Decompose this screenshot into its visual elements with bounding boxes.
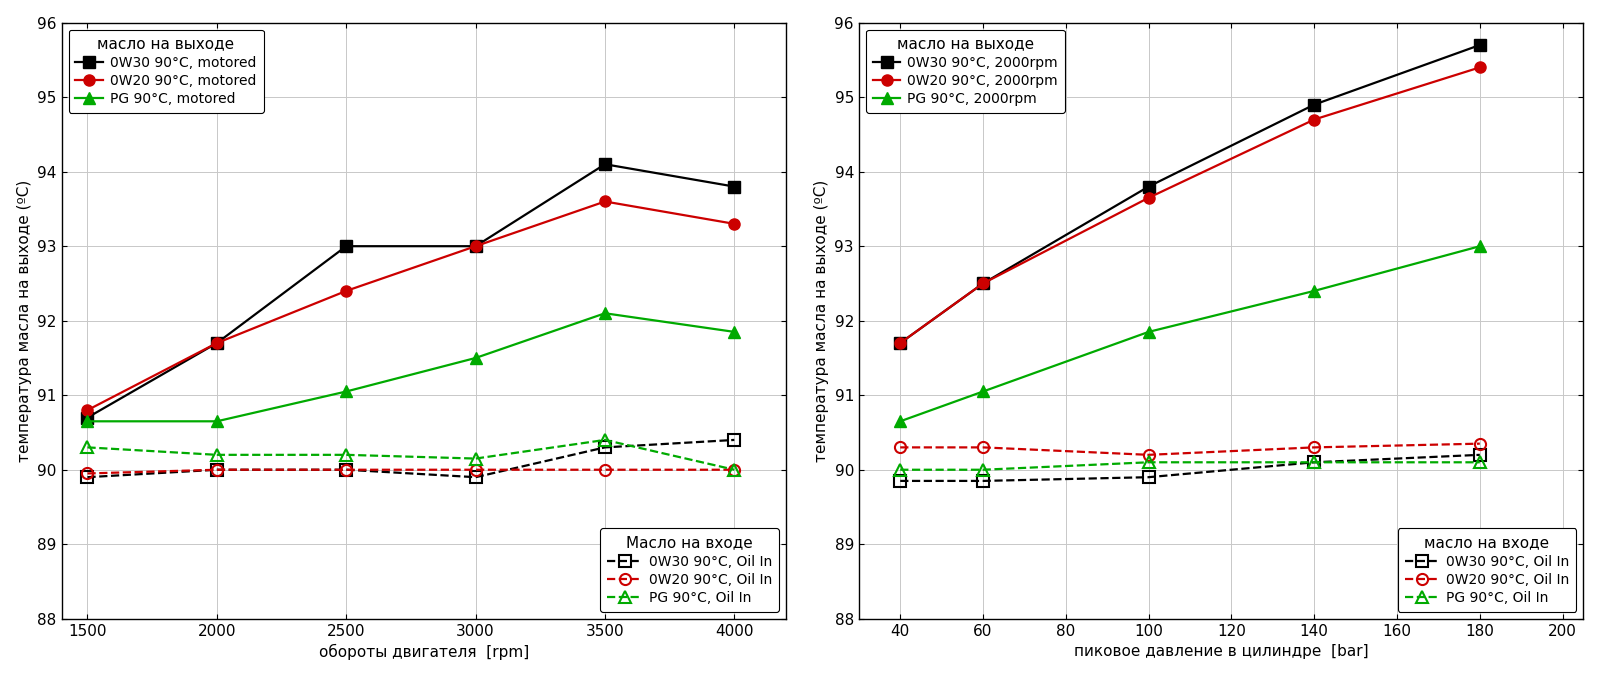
X-axis label: обороты двигателя  [rpm]: обороты двигателя [rpm] — [318, 645, 530, 660]
Y-axis label: температура масла на выходе (ºC): температура масла на выходе (ºC) — [814, 179, 829, 462]
Legend: 0W30 90°C, Oil In, 0W20 90°C, Oil In, PG 90°C, Oil In: 0W30 90°C, Oil In, 0W20 90°C, Oil In, PG… — [600, 529, 779, 612]
Y-axis label: температура масла на выходе (ºC): температура масла на выходе (ºC) — [16, 179, 32, 462]
Legend: 0W30 90°C, Oil In, 0W20 90°C, Oil In, PG 90°C, Oil In: 0W30 90°C, Oil In, 0W20 90°C, Oil In, PG… — [1397, 529, 1576, 612]
X-axis label: пиковое давление в цилиндре  [bar]: пиковое давление в цилиндре [bar] — [1074, 645, 1368, 659]
